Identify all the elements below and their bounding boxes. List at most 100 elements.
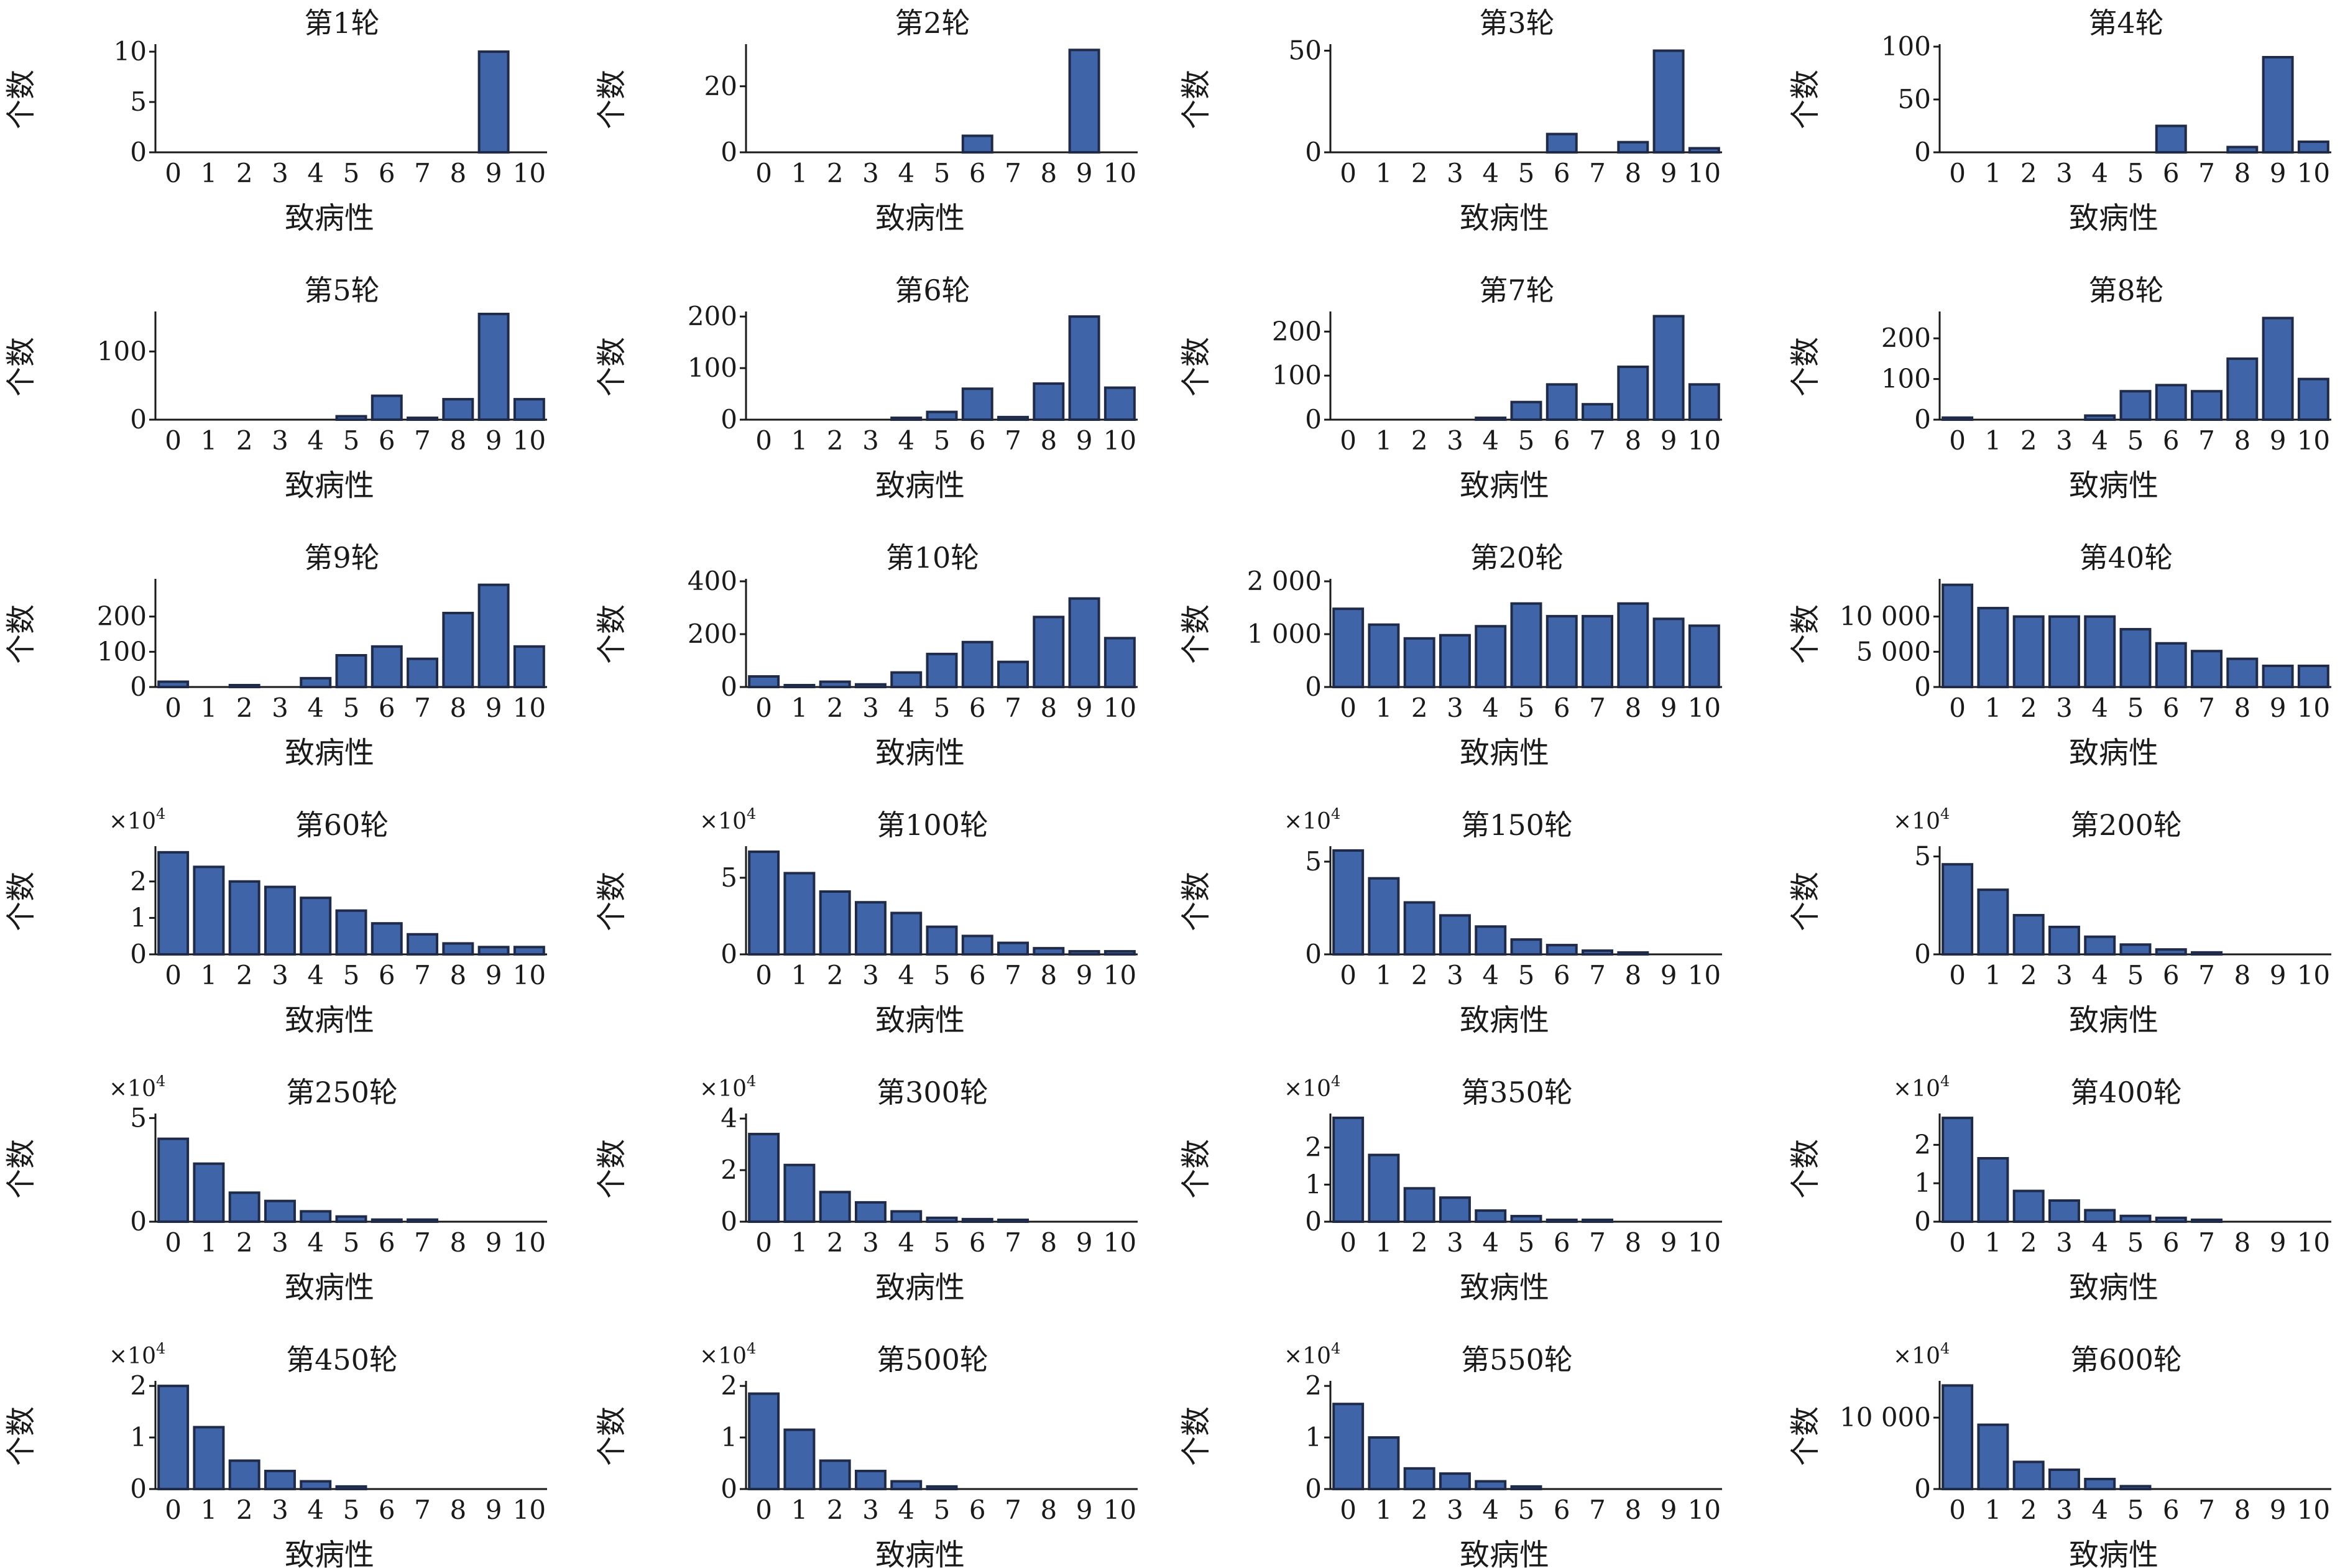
x-tick-label: 1 (201, 1495, 218, 1525)
y-axis-label: 个数 (1179, 70, 1214, 129)
x-tick-label: 4 (1482, 960, 1499, 990)
x-tick-label: 5 (343, 158, 360, 188)
bar (157, 680, 190, 688)
axis-multiplier: ×104 (1893, 1340, 1950, 1369)
bar (228, 684, 260, 688)
x-tick-label: 7 (1589, 960, 1606, 990)
x-tick-label: 9 (486, 1495, 502, 1525)
x-tick-label: 4 (307, 693, 324, 723)
x-tick-label: 6 (969, 1227, 986, 1258)
bar (2191, 1218, 2223, 1223)
axis-multiplier: ×104 (699, 1340, 756, 1369)
x-tick-label: 2 (1411, 960, 1428, 990)
bar (407, 933, 439, 956)
x-tick-label: 2 (827, 1227, 844, 1258)
x-tick-label: 10 (1688, 425, 1721, 456)
x-tick-label: 10 (1688, 693, 1721, 723)
x-tick-label: 10 (2297, 960, 2330, 990)
bar (2226, 145, 2259, 154)
x-tick-label: 5 (2127, 1495, 2144, 1525)
x-tick-label: 7 (414, 960, 431, 990)
x-tick-label: 6 (2163, 1495, 2180, 1525)
x-tick-label: 0 (1340, 960, 1357, 990)
bar (926, 925, 958, 956)
axis-multiplier: ×104 (1284, 805, 1340, 834)
x-tick-label: 10 (2297, 1227, 2330, 1258)
chart-title: 第450轮 (286, 1343, 398, 1377)
x-tick-label: 2 (2020, 425, 2037, 456)
bar (1977, 1157, 2009, 1223)
bar (2191, 390, 2223, 422)
x-tick-label: 0 (1340, 693, 1357, 723)
bar (1617, 602, 1649, 689)
y-axis-label: 个数 (594, 1139, 629, 1199)
bar (2226, 357, 2259, 422)
bar (2012, 1189, 2045, 1223)
x-tick-label: 6 (1554, 693, 1570, 723)
bar (2012, 914, 2045, 956)
y-tick-label: 1 (130, 902, 147, 933)
y-axis-label: 个数 (4, 1406, 39, 1466)
x-tick-label: 0 (1949, 693, 1966, 723)
x-tick-label: 10 (2297, 1495, 2330, 1525)
x-tick-label: 7 (2198, 1495, 2215, 1525)
x-tick-label: 4 (307, 960, 324, 990)
y-tick-label: 0 (130, 1206, 147, 1237)
x-axis-label: 致病性 (875, 1003, 965, 1038)
x-tick-label: 8 (1040, 1495, 1057, 1525)
x-tick-label: 10 (513, 960, 546, 990)
bar (2012, 1460, 2045, 1490)
x-tick-label: 1 (1985, 1495, 2002, 1525)
bar (1582, 949, 1614, 956)
x-tick-label: 6 (1554, 1495, 1570, 1525)
bar (2048, 1468, 2080, 1491)
bar (1403, 1467, 1435, 1491)
y-axis-label: 个数 (1179, 872, 1214, 931)
y-tick-label: 0 (1305, 404, 1322, 435)
bar (783, 684, 816, 688)
bar (371, 645, 403, 689)
bar (926, 652, 958, 688)
y-axis-label: 个数 (594, 872, 629, 931)
chart-title: 第250轮 (286, 1076, 398, 1109)
bar (335, 654, 367, 688)
x-tick-label: 7 (1005, 1495, 1021, 1525)
bar (783, 1428, 816, 1490)
bar (2119, 1214, 2152, 1224)
x-tick-label: 4 (898, 1495, 914, 1525)
x-axis-label: 致病性 (2069, 1538, 2158, 1568)
bar (1068, 315, 1100, 421)
x-tick-label: 7 (2198, 693, 2215, 723)
bar (1368, 1436, 1400, 1491)
bar (926, 1485, 958, 1491)
y-tick-label: 10 000 (1840, 1402, 1931, 1432)
y-tick-label: 0 (1914, 671, 1931, 702)
x-tick-label: 5 (2127, 1227, 2144, 1258)
x-tick-label: 9 (1661, 425, 1677, 456)
y-tick-label: 0 (1914, 1206, 1931, 1237)
x-tick-label: 9 (1076, 1227, 1093, 1258)
bar (1942, 416, 1974, 422)
bar (1942, 583, 1974, 689)
y-tick-label: 0 (130, 404, 147, 435)
x-tick-label: 8 (449, 425, 466, 456)
bar (1475, 1480, 1507, 1491)
bar (513, 946, 545, 956)
x-tick-label: 5 (1518, 693, 1535, 723)
bar (1033, 382, 1065, 422)
x-axis-label: 致病性 (1460, 1003, 1549, 1038)
bar (477, 946, 510, 956)
chart-title: 第6轮 (895, 274, 970, 307)
y-tick-label: 0 (721, 1473, 737, 1504)
y-tick-label: 2 (1305, 1370, 1322, 1401)
y-tick-label: 100 (97, 336, 147, 366)
x-tick-label: 4 (1482, 1495, 1499, 1525)
y-tick-label: 2 (721, 1370, 737, 1401)
x-tick-label: 4 (898, 960, 914, 990)
x-tick-label: 10 (1103, 425, 1136, 456)
bar (961, 134, 993, 154)
x-tick-label: 9 (2270, 425, 2287, 456)
